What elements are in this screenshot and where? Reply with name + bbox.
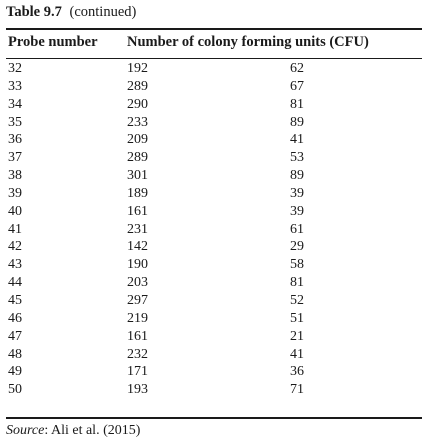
table-row: 33 289 67 bbox=[0, 78, 429, 96]
cfu-cell: 62 bbox=[290, 61, 304, 76]
cfu-cell: 39 bbox=[290, 185, 304, 201]
cfu-cell: 232 bbox=[127, 346, 148, 362]
cfu-cell: 36 bbox=[290, 364, 304, 380]
cfu-cell: 231 bbox=[127, 221, 148, 237]
cfu-cell: 53 bbox=[290, 150, 304, 166]
probe-number-cell: 35 bbox=[8, 114, 22, 130]
table-row: 36 209 41 bbox=[0, 131, 429, 149]
table-row: 34 290 81 bbox=[0, 96, 429, 114]
cfu-cell: 297 bbox=[127, 292, 148, 308]
cfu-cell: 29 bbox=[290, 239, 304, 255]
table-row: 40 161 39 bbox=[0, 203, 429, 221]
table-row: 41 231 61 bbox=[0, 221, 429, 239]
cfu-cell: 58 bbox=[290, 257, 304, 273]
table-row: 49 171 36 bbox=[0, 363, 429, 381]
table-body: 32 192 62 33 289 67 34 290 81 35 233 89 36 209 41 37 289… bbox=[0, 60, 429, 399]
probe-number-cell: 37 bbox=[8, 150, 22, 166]
probe-number-cell: 38 bbox=[8, 168, 22, 184]
table-row: 43 190 58 bbox=[0, 256, 429, 274]
cfu-cell: 51 bbox=[290, 310, 304, 326]
cfu-cell: 89 bbox=[290, 114, 304, 130]
table-row: 50 193 71 bbox=[0, 381, 429, 399]
probe-number-cell: 32 bbox=[8, 61, 22, 76]
probe-number-cell: 48 bbox=[8, 346, 22, 362]
source-citation: : Ali et al. (2015) bbox=[44, 423, 141, 438]
cfu-cell: 289 bbox=[127, 150, 148, 166]
cfu-cell: 71 bbox=[290, 382, 304, 398]
cfu-cell: 41 bbox=[290, 346, 304, 362]
cfu-cell: 219 bbox=[127, 310, 148, 326]
table-continued-note: (continued) bbox=[69, 4, 137, 20]
cfu-cell: 21 bbox=[290, 328, 304, 344]
table-row: 46 219 51 bbox=[0, 310, 429, 328]
table-number: Table 9.7 bbox=[6, 4, 62, 20]
cfu-cell: 81 bbox=[290, 96, 304, 112]
table-bottom-rule bbox=[6, 417, 422, 419]
cfu-cell: 301 bbox=[127, 168, 148, 184]
source-label: Source bbox=[6, 423, 45, 438]
cfu-cell: 142 bbox=[127, 239, 148, 255]
probe-number-cell: 33 bbox=[8, 78, 22, 94]
column-header-cfu: Number of colony forming units (CFU) bbox=[127, 34, 369, 50]
probe-number-cell: 50 bbox=[8, 382, 22, 398]
table-source: Source: Ali et al. (2015) bbox=[6, 423, 140, 439]
cfu-cell: 290 bbox=[127, 96, 148, 112]
probe-number-cell: 46 bbox=[8, 310, 22, 326]
cfu-cell: 39 bbox=[290, 203, 304, 219]
table-row: 37 289 53 bbox=[0, 149, 429, 167]
table-row: 32 192 62 bbox=[0, 60, 429, 78]
table-header-rule bbox=[6, 58, 422, 59]
table-row: 44 203 81 bbox=[0, 274, 429, 292]
cfu-cell: 41 bbox=[290, 132, 304, 148]
table-row: 39 189 39 bbox=[0, 185, 429, 203]
cfu-cell: 161 bbox=[127, 328, 148, 344]
table-row: 45 297 52 bbox=[0, 292, 429, 310]
table-row: 48 232 41 bbox=[0, 346, 429, 364]
probe-number-cell: 43 bbox=[8, 257, 22, 273]
cfu-cell: 81 bbox=[290, 275, 304, 291]
cfu-cell: 161 bbox=[127, 203, 148, 219]
probe-number-cell: 40 bbox=[8, 203, 22, 219]
cfu-cell: 52 bbox=[290, 292, 304, 308]
probe-number-cell: 34 bbox=[8, 96, 22, 112]
cfu-cell: 190 bbox=[127, 257, 148, 273]
cfu-cell: 67 bbox=[290, 78, 304, 94]
table-caption: Table 9.7 (continued) bbox=[6, 4, 136, 21]
cfu-cell: 61 bbox=[290, 221, 304, 237]
cfu-cell: 203 bbox=[127, 275, 148, 291]
probe-number-cell: 45 bbox=[8, 292, 22, 308]
cfu-cell: 192 bbox=[127, 61, 148, 76]
probe-number-cell: 36 bbox=[8, 132, 22, 148]
probe-number-cell: 44 bbox=[8, 275, 22, 291]
cfu-cell: 193 bbox=[127, 382, 148, 398]
table-row: 35 233 89 bbox=[0, 114, 429, 132]
cfu-cell: 171 bbox=[127, 364, 148, 380]
probe-number-cell: 42 bbox=[8, 239, 22, 255]
table-row: 38 301 89 bbox=[0, 167, 429, 185]
column-header-probe-number: Probe number bbox=[8, 34, 98, 50]
table-top-rule bbox=[6, 28, 422, 30]
table-row: 42 142 29 bbox=[0, 238, 429, 256]
probe-number-cell: 47 bbox=[8, 328, 22, 344]
cfu-cell: 209 bbox=[127, 132, 148, 148]
probe-number-cell: 49 bbox=[8, 364, 22, 380]
cfu-cell: 89 bbox=[290, 168, 304, 184]
probe-number-cell: 41 bbox=[8, 221, 22, 237]
cfu-cell: 189 bbox=[127, 185, 148, 201]
probe-number-cell: 39 bbox=[8, 185, 22, 201]
cfu-cell: 289 bbox=[127, 78, 148, 94]
cfu-cell: 233 bbox=[127, 114, 148, 130]
table-row: 47 161 21 bbox=[0, 328, 429, 346]
